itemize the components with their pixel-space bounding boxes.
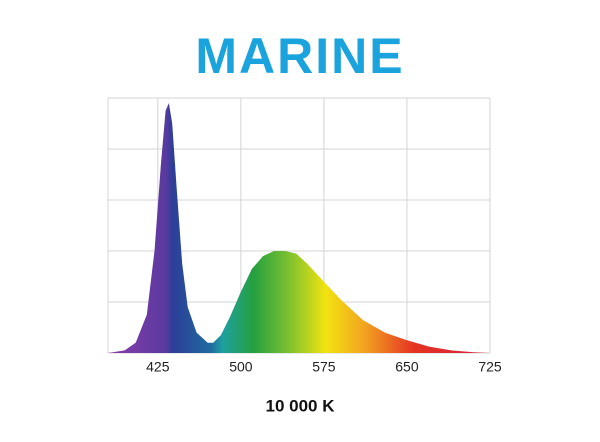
chart-subtitle: 10 000 K xyxy=(266,396,336,415)
spectrum-area xyxy=(108,103,490,353)
x-tick-label: 425 xyxy=(146,359,170,375)
x-tick-label: 500 xyxy=(229,359,253,375)
x-tick-label: 575 xyxy=(312,359,336,375)
chart-title: MARINE xyxy=(195,28,404,84)
x-tick-label: 725 xyxy=(478,359,502,375)
x-tick-label: 650 xyxy=(395,359,419,375)
